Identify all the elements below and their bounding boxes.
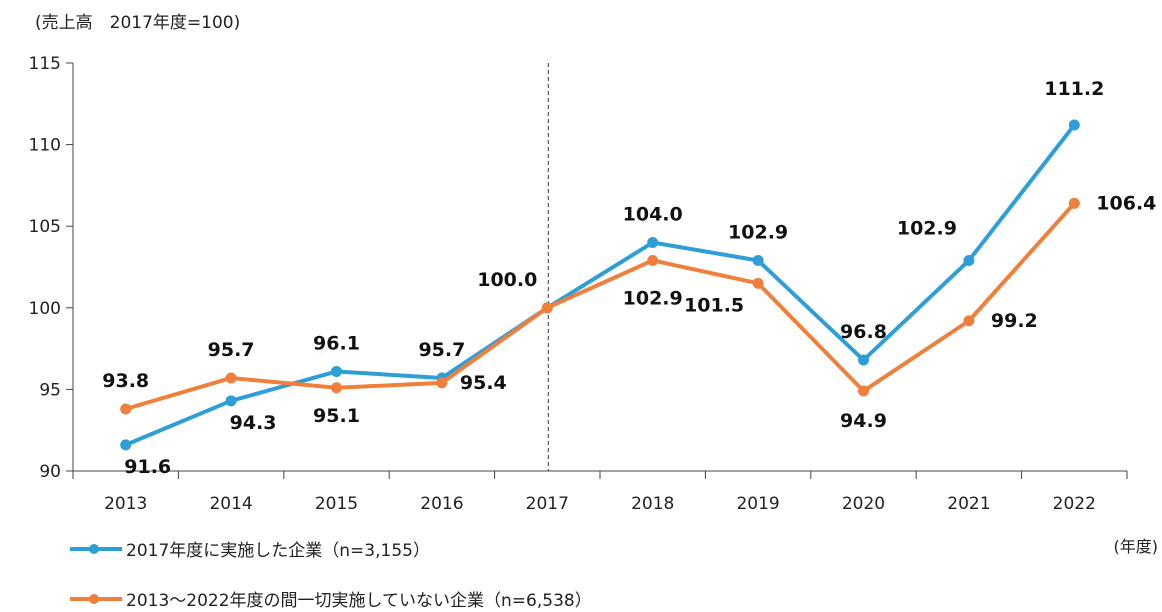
data-label: 95.1 (313, 405, 360, 427)
data-label: 95.7 (208, 339, 255, 361)
x-tick-label: 2020 (842, 494, 885, 514)
x-axis-label: (年度) (1114, 537, 1159, 556)
data-label: 95.4 (460, 372, 507, 394)
y-tick-label: 105 (29, 217, 61, 237)
data-point (436, 377, 448, 389)
data-label: 99.2 (991, 310, 1038, 332)
y-tick-label: 110 (29, 136, 61, 156)
x-tick-label: 2016 (420, 494, 463, 514)
legend-label: 2017年度に実施した企業（n=3,155） (126, 541, 430, 561)
data-point (858, 385, 869, 397)
data-label: 102.9 (728, 221, 788, 243)
x-tick-label: 2018 (631, 494, 674, 514)
legend-item-series-2: 2013～2022年度の間一切実施していない企業（n=6,538） (70, 586, 592, 611)
data-label: 95.7 (418, 339, 465, 361)
data-label: 102.9 (623, 287, 683, 309)
data-label: 106.4 (1096, 192, 1156, 214)
unit-note: (売上高 2017年度=100) (35, 13, 240, 33)
data-point (752, 254, 764, 266)
legend-item-series-1: 2017年度に実施した企業（n=3,155） (70, 536, 430, 561)
data-label: 96.8 (840, 321, 887, 343)
data-point (647, 237, 659, 249)
legend-marker-orange (70, 593, 122, 604)
data-point (120, 439, 132, 451)
data-label: 94.9 (840, 410, 887, 432)
data-label: 91.6 (124, 456, 171, 478)
data-point (963, 315, 975, 327)
data-point (225, 372, 237, 384)
x-tick-label: 2021 (947, 494, 990, 514)
data-point (225, 395, 237, 407)
series-line-1 (124, 123, 1076, 447)
data-point (858, 354, 869, 366)
x-tick-label: 2022 (1053, 494, 1096, 514)
y-tick-label: 90 (39, 462, 61, 482)
legend-marker-blue (70, 543, 122, 554)
legend-label: 2013～2022年度の間一切実施していない企業（n=6,538） (126, 591, 592, 611)
data-point (120, 403, 132, 415)
y-tick-label: 100 (29, 299, 61, 319)
data-label: 102.9 (897, 217, 957, 239)
data-label: 101.5 (684, 294, 744, 316)
x-tick-label: 2017 (526, 494, 569, 514)
data-point (963, 254, 975, 266)
y-tick-label: 115 (29, 54, 61, 74)
x-tick-label: 2019 (736, 494, 779, 514)
data-label: 94.3 (230, 412, 277, 434)
data-label: 93.8 (102, 370, 149, 392)
data-point (752, 277, 764, 289)
x-tick-label: 2015 (315, 494, 358, 514)
data-label: 96.1 (313, 332, 360, 354)
data-point (331, 382, 342, 394)
data-point (1068, 197, 1080, 209)
x-tick-label: 2013 (104, 494, 147, 514)
data-point (541, 302, 553, 314)
series-line-2 (125, 202, 1076, 411)
data-label: 111.2 (1044, 78, 1104, 100)
x-tick-label: 2014 (209, 494, 252, 514)
data-point (331, 365, 342, 377)
y-tick-label: 95 (39, 380, 61, 400)
data-point (647, 254, 659, 266)
data-label: 104.0 (623, 204, 683, 226)
data-label: 100.0 (477, 269, 537, 291)
data-point (1068, 119, 1080, 131)
